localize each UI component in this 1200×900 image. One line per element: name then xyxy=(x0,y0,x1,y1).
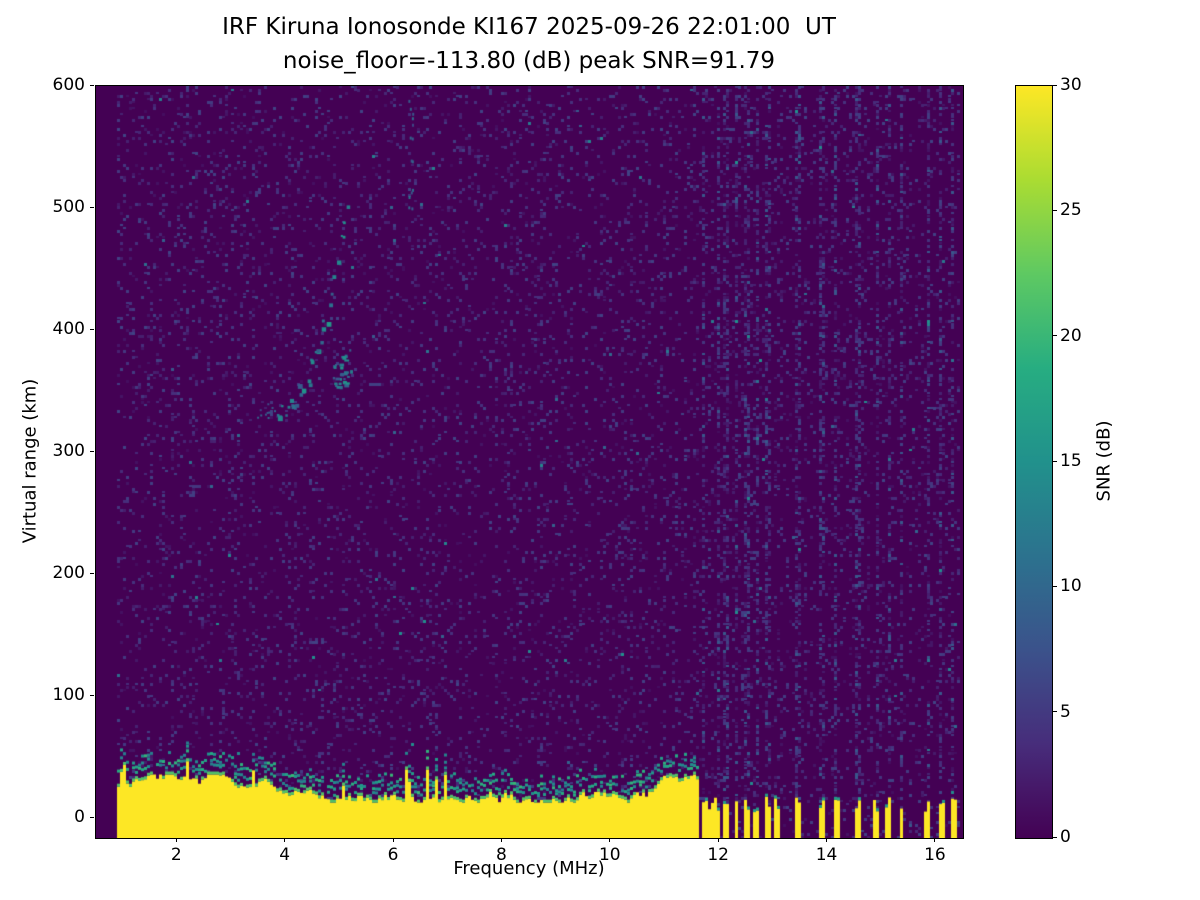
x-axis-label: Frequency (MHz) xyxy=(453,858,605,879)
colorbar-tick-mark xyxy=(1053,585,1057,587)
colorbar-tick-mark xyxy=(1053,460,1057,462)
y-tick-label: 500 xyxy=(52,197,85,218)
y-tick-mark xyxy=(90,816,94,818)
chart-title-line1: IRF Kiruna Ionosonde KI167 2025-09-26 22… xyxy=(222,14,836,40)
colorbar xyxy=(1015,85,1053,839)
colorbar-tick-mark xyxy=(1053,836,1057,838)
ionogram-heatmap-canvas xyxy=(96,86,963,838)
colorbar-tick-mark xyxy=(1053,711,1057,713)
y-tick-label: 400 xyxy=(52,319,85,340)
y-tick-label: 600 xyxy=(52,75,85,95)
y-tick-label: 100 xyxy=(52,685,85,706)
y-tick-label: 0 xyxy=(74,807,85,828)
heatmap-plot-area xyxy=(95,85,964,839)
colorbar-tick-label: 30 xyxy=(1060,75,1082,95)
colorbar-tick-label: 0 xyxy=(1060,827,1071,847)
y-tick-mark xyxy=(90,450,94,452)
colorbar-label: SNR (dB) xyxy=(1093,420,1115,502)
colorbar-tick-mark xyxy=(1053,335,1057,337)
y-tick-mark xyxy=(90,328,94,330)
y-tick-mark xyxy=(90,206,94,208)
y-tick-label: 300 xyxy=(52,441,85,462)
y-tick-mark xyxy=(90,84,94,86)
y-tick-label: 200 xyxy=(52,563,85,584)
colorbar-tick-label: 5 xyxy=(1060,701,1071,722)
colorbar-tick-label: 15 xyxy=(1060,451,1082,471)
colorbar-tick-mark xyxy=(1053,209,1057,211)
y-axis-label: Virtual range (km) xyxy=(19,378,41,544)
y-tick-mark xyxy=(90,572,94,574)
colorbar-tick-label: 10 xyxy=(1060,576,1082,597)
colorbar-tick-label: 20 xyxy=(1060,325,1082,346)
colorbar-tick-mark xyxy=(1053,84,1057,86)
colorbar-tick-label: 25 xyxy=(1060,200,1082,221)
chart-title-line2: noise_floor=-113.80 (dB) peak SNR=91.79 xyxy=(282,48,776,74)
y-tick-mark xyxy=(90,694,94,696)
